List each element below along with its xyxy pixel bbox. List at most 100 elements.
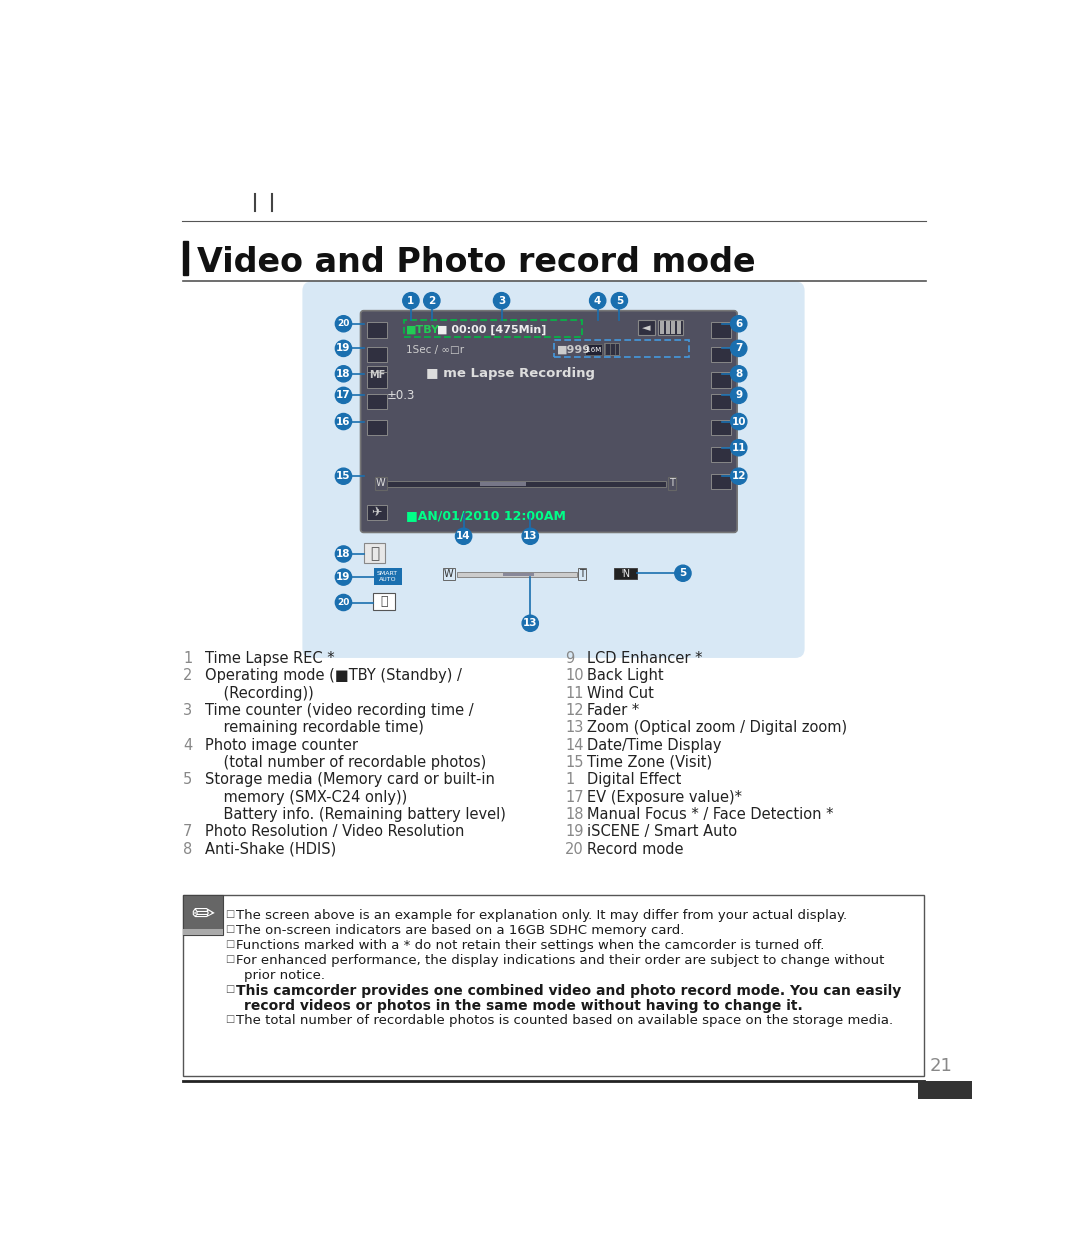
Text: LCD Enhancer *: LCD Enhancer *: [586, 651, 702, 666]
Text: 7: 7: [735, 343, 742, 353]
Text: Record mode: Record mode: [586, 841, 684, 857]
Bar: [711, 474, 731, 489]
Text: 9: 9: [735, 390, 742, 400]
Text: 7: 7: [183, 824, 192, 840]
Text: 📷: 📷: [380, 595, 388, 608]
Circle shape: [335, 341, 352, 357]
Bar: [658, 320, 683, 336]
Bar: [918, 1082, 972, 1099]
Bar: [367, 372, 387, 388]
Bar: [613, 568, 637, 579]
Text: 1: 1: [183, 651, 192, 666]
Text: The screen above is an example for explanation only. It may differ from your act: The screen above is an example for expla…: [235, 909, 847, 923]
Bar: [554, 340, 689, 357]
Text: SMART
AUTO: SMART AUTO: [377, 571, 399, 582]
Text: ᴵN: ᴵN: [621, 569, 630, 579]
Bar: [666, 321, 670, 333]
Circle shape: [456, 529, 472, 545]
Text: 13: 13: [523, 531, 538, 541]
Text: This camcorder provides one combined video and photo record mode. You can easily: This camcorder provides one combined vid…: [235, 984, 901, 998]
Text: 18: 18: [336, 369, 351, 379]
Circle shape: [335, 316, 352, 332]
Text: 5: 5: [183, 772, 192, 787]
Text: 5: 5: [616, 295, 623, 305]
Text: 1: 1: [565, 772, 575, 787]
Text: The on-screen indicators are based on a 16GB SDHC memory card.: The on-screen indicators are based on a …: [235, 924, 684, 937]
Text: 12: 12: [565, 703, 584, 718]
Text: 20: 20: [337, 598, 350, 606]
Text: □: □: [225, 909, 234, 919]
Circle shape: [335, 468, 352, 484]
FancyBboxPatch shape: [361, 311, 738, 532]
Text: 2: 2: [428, 295, 435, 305]
Text: 3: 3: [498, 295, 505, 305]
Circle shape: [335, 546, 352, 562]
Circle shape: [335, 569, 352, 585]
Text: 8: 8: [735, 369, 742, 379]
Bar: [404, 320, 582, 337]
Text: 12: 12: [731, 472, 746, 482]
Text: 17: 17: [336, 390, 351, 400]
Text: EV (Exposure value)*: EV (Exposure value)*: [586, 789, 742, 805]
Bar: [503, 573, 535, 577]
Text: Video and Photo record mode: Video and Photo record mode: [197, 246, 756, 279]
Text: 14: 14: [456, 531, 471, 541]
Text: □: □: [225, 1014, 234, 1024]
Text: 15: 15: [336, 472, 351, 482]
Circle shape: [423, 293, 440, 309]
Text: remaining recordable time): remaining recordable time): [205, 720, 423, 735]
Bar: [604, 343, 619, 356]
Text: ■TBY: ■TBY: [406, 325, 441, 335]
Text: □: □: [225, 924, 234, 934]
Text: Battery info. (Remaining battery level): Battery info. (Remaining battery level): [205, 806, 505, 823]
Text: Fader *: Fader *: [586, 703, 639, 718]
Text: □: □: [225, 939, 234, 948]
Bar: [183, 895, 924, 1076]
Text: ■ me Lapse Recording: ■ me Lapse Recording: [426, 367, 595, 380]
Circle shape: [611, 293, 627, 309]
Text: ✈: ✈: [372, 506, 382, 520]
Text: 19: 19: [336, 343, 351, 353]
Text: 2: 2: [183, 668, 192, 683]
Text: W: W: [444, 569, 454, 579]
Bar: [367, 505, 387, 520]
Text: Manual Focus * / Face Detection *: Manual Focus * / Face Detection *: [586, 806, 834, 823]
Text: 19: 19: [565, 824, 583, 840]
Bar: [367, 420, 387, 436]
Text: 13: 13: [565, 720, 583, 735]
Text: Zoom (Optical zoom / Digital zoom): Zoom (Optical zoom / Digital zoom): [586, 720, 847, 735]
Text: 9: 9: [565, 651, 575, 666]
Circle shape: [730, 341, 747, 357]
Circle shape: [335, 414, 352, 430]
Bar: [387, 480, 666, 487]
Text: Time Lapse REC *: Time Lapse REC *: [205, 651, 335, 666]
Text: iSCENE / Smart Auto: iSCENE / Smart Auto: [586, 824, 737, 840]
Text: 6: 6: [735, 319, 742, 329]
Text: prior notice.: prior notice.: [243, 969, 324, 982]
Text: The total number of recordable photos is counted based on available space on the: The total number of recordable photos is…: [235, 1014, 893, 1028]
Text: 20: 20: [565, 841, 584, 857]
Text: ■ 00:00 [475Min]: ■ 00:00 [475Min]: [437, 325, 546, 335]
Bar: [183, 895, 224, 935]
Bar: [584, 343, 602, 354]
Text: 21: 21: [930, 1057, 953, 1074]
Bar: [367, 322, 387, 337]
Text: □: □: [225, 953, 234, 965]
Bar: [367, 394, 387, 409]
Text: record videos or photos in the same mode without having to change it.: record videos or photos in the same mode…: [243, 999, 802, 1013]
Bar: [638, 320, 656, 336]
Text: □: □: [225, 984, 234, 994]
Text: 1.6M: 1.6M: [584, 347, 602, 353]
Bar: [367, 347, 387, 362]
Text: Wind Cut: Wind Cut: [586, 685, 653, 700]
Circle shape: [730, 316, 747, 332]
Text: 3: 3: [183, 703, 192, 718]
Bar: [373, 593, 394, 610]
FancyBboxPatch shape: [302, 282, 805, 658]
Circle shape: [335, 388, 352, 404]
Circle shape: [675, 566, 691, 582]
Circle shape: [590, 293, 606, 309]
Bar: [183, 929, 224, 935]
Text: Date/Time Display: Date/Time Display: [586, 737, 721, 752]
Text: ⧗: ⧗: [370, 547, 379, 562]
